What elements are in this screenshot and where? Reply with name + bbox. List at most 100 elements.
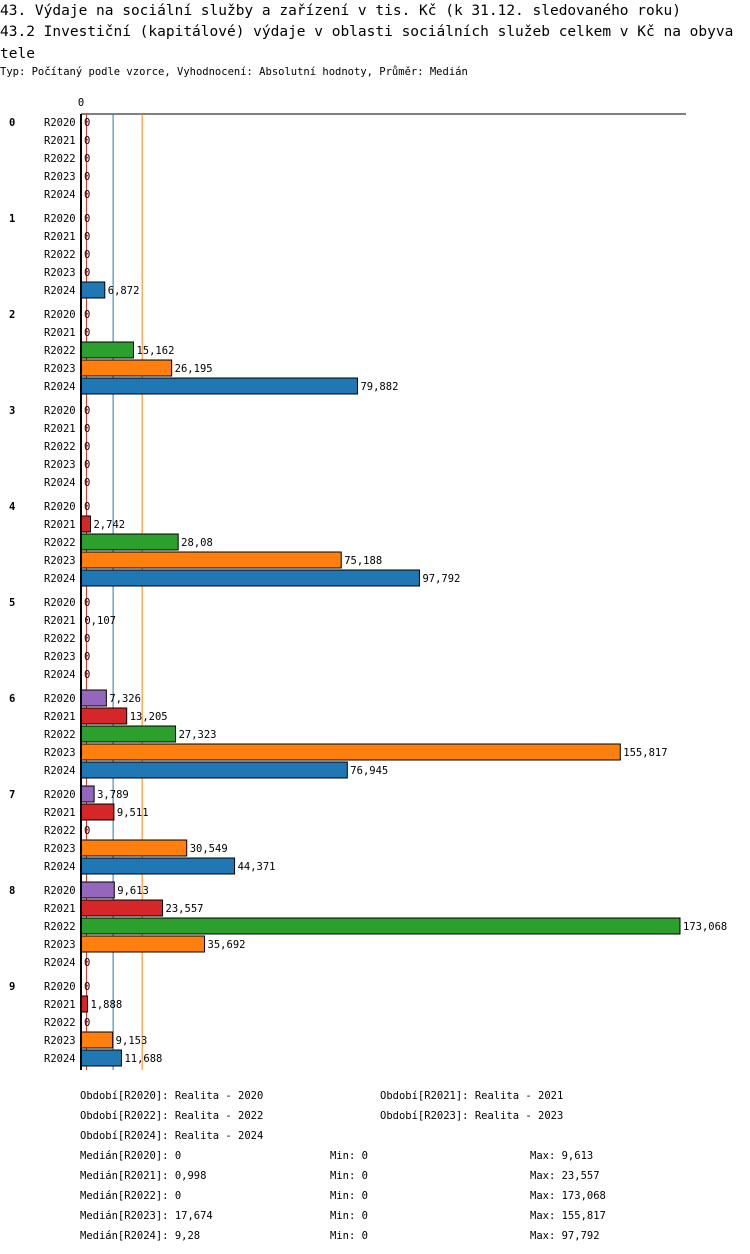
row-label: R2023 xyxy=(44,363,76,375)
bar-R2024 xyxy=(80,857,236,875)
data-label: 0 xyxy=(84,153,90,165)
data-label: 0 xyxy=(84,633,90,645)
data-label: 173,068 xyxy=(683,921,727,933)
row-label: R2023 xyxy=(44,171,76,183)
row-label: R2023 xyxy=(44,747,76,759)
data-label: 35,692 xyxy=(208,939,246,951)
row-label: R2021 xyxy=(44,711,76,723)
row-label: R2020 xyxy=(44,885,76,897)
row-label: R2022 xyxy=(44,537,76,549)
group-label: 5 xyxy=(9,597,15,609)
data-label: 1,888 xyxy=(91,999,123,1011)
bar-R2020 xyxy=(80,881,115,899)
row-label: R2022 xyxy=(44,345,76,357)
row-label: R2023 xyxy=(44,843,76,855)
group-label: 4 xyxy=(9,501,15,513)
legend-median: Medián[R2020]: 0 xyxy=(80,1150,182,1162)
row-label: R2023 xyxy=(44,1035,76,1047)
row-label: R2024 xyxy=(44,861,76,873)
row-label: R2024 xyxy=(44,1053,76,1065)
row-label: R2020 xyxy=(44,789,76,801)
bar-R2021 xyxy=(80,899,164,917)
bar-R2023 xyxy=(80,743,621,761)
data-label: 0 xyxy=(84,309,90,321)
bar-R2023 xyxy=(80,1031,114,1049)
bar-R2023 xyxy=(80,935,206,953)
legend-period: Období[R2022]: Realita - 2022 xyxy=(80,1110,264,1122)
bar-R2024 xyxy=(80,281,106,299)
data-label: 0 xyxy=(84,459,90,471)
data-label: 15,162 xyxy=(136,345,174,357)
bar-R2022 xyxy=(80,533,179,551)
row-label: R2022 xyxy=(44,1017,76,1029)
data-label: 75,188 xyxy=(344,555,382,567)
row-label: R2023 xyxy=(44,267,76,279)
chart-title: 43. Výdaje na sociální služby a zařízení… xyxy=(0,3,681,19)
data-label: 11,688 xyxy=(124,1053,162,1065)
row-label: R2021 xyxy=(44,135,76,147)
bar-R2022 xyxy=(80,725,177,743)
data-label: 97,792 xyxy=(422,573,460,585)
data-label: 0 xyxy=(84,957,90,969)
data-label: 0 xyxy=(84,327,90,339)
group-label: 1 xyxy=(9,213,15,225)
group-label: 0 xyxy=(9,117,15,129)
row-label: R2021 xyxy=(44,231,76,243)
data-label: 0 xyxy=(84,249,90,261)
data-label: 0 xyxy=(84,501,90,513)
row-label: R2022 xyxy=(44,921,76,933)
data-label: 0 xyxy=(84,213,90,225)
legend-max: Max: 173,068 xyxy=(530,1190,606,1202)
row-label: R2020 xyxy=(44,213,76,225)
row-label: R2021 xyxy=(44,615,76,627)
data-label: 6,872 xyxy=(108,285,140,297)
legend-max: Max: 23,557 xyxy=(530,1170,600,1182)
data-label: 0 xyxy=(84,825,90,837)
legend-median: Medián[R2022]: 0 xyxy=(80,1190,182,1202)
legend-median: Medián[R2023]: 17,674 xyxy=(80,1210,213,1222)
group-label: 9 xyxy=(9,981,15,993)
legend-min: Min: 0 xyxy=(330,1210,368,1222)
data-label: 0 xyxy=(84,171,90,183)
bar-R2022 xyxy=(80,341,134,359)
legend-min: Min: 0 xyxy=(330,1190,368,1202)
row-label: R2023 xyxy=(44,651,76,663)
row-label: R2024 xyxy=(44,285,76,297)
row-label: R2024 xyxy=(44,765,76,777)
legend-min: Min: 0 xyxy=(330,1150,368,1162)
legend-period: Období[R2024]: Realita - 2024 xyxy=(80,1130,264,1142)
data-label: 2,742 xyxy=(93,519,125,531)
data-label: 23,557 xyxy=(166,903,204,915)
group-label: 6 xyxy=(9,693,15,705)
data-label: 0 xyxy=(84,441,90,453)
data-label: 0 xyxy=(84,1017,90,1029)
data-label: 0,107 xyxy=(84,615,116,627)
row-label: R2023 xyxy=(44,459,76,471)
data-label: 0 xyxy=(84,423,90,435)
data-label: 0 xyxy=(84,117,90,129)
chart-subtitle: 43.2 Investiční (kapitálové) výdaje v ob… xyxy=(0,24,734,62)
row-label: R2020 xyxy=(44,117,76,129)
legend-period: Období[R2020]: Realita - 2020 xyxy=(80,1090,264,1102)
data-label: 0 xyxy=(84,267,90,279)
row-label: R2024 xyxy=(44,381,76,393)
row-label: R2021 xyxy=(44,423,76,435)
row-label: R2022 xyxy=(44,153,76,165)
row-label: R2024 xyxy=(44,669,76,681)
data-label: 0 xyxy=(84,597,90,609)
data-label: 0 xyxy=(84,405,90,417)
data-label: 7,326 xyxy=(109,693,141,705)
row-label: R2024 xyxy=(44,189,76,201)
row-label: R2022 xyxy=(44,729,76,741)
bar-R2023 xyxy=(80,359,173,377)
row-label: R2023 xyxy=(44,939,76,951)
data-label: 13,205 xyxy=(130,711,168,723)
legend-median: Medián[R2024]: 9,28 xyxy=(80,1230,201,1242)
data-label: 79,882 xyxy=(360,381,398,393)
legend-min: Min: 0 xyxy=(330,1230,368,1242)
x-tick-label: 0 xyxy=(78,97,84,109)
row-label: R2020 xyxy=(44,405,76,417)
data-label: 3,789 xyxy=(97,789,129,801)
bar-R2024 xyxy=(80,1049,122,1067)
